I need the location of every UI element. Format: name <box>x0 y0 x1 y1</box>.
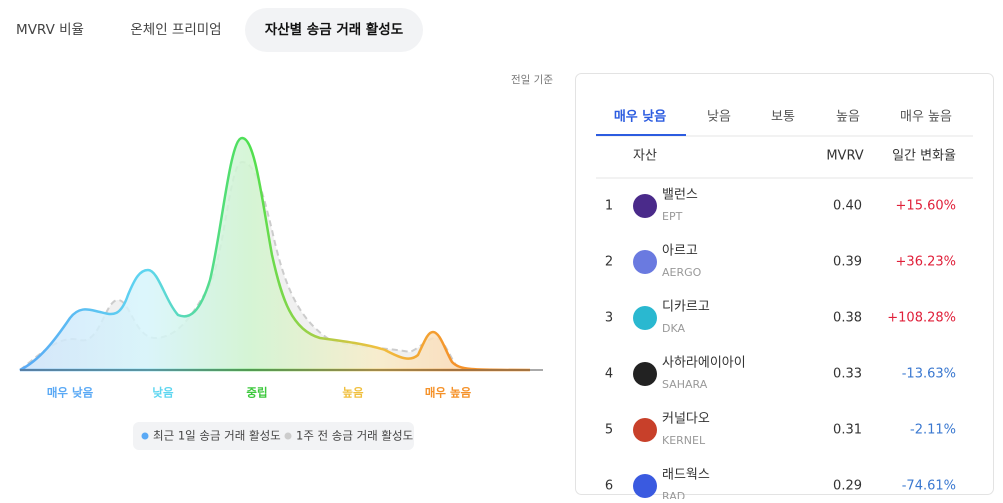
legend-entry: 최근 1일 송금 거래 활성도 <box>153 429 281 443</box>
zone-label: 매우 높음 <box>425 386 472 400</box>
zone-label: 낮음 <box>152 386 174 400</box>
recent-curve <box>19 136 531 372</box>
asset-ticker: SAHARA <box>662 378 708 391</box>
asset-name: 밸런스 <box>662 188 698 203</box>
asset-name: 아르고 <box>662 244 698 259</box>
zone-label: 매우 낮음 <box>47 386 94 400</box>
asset-icon <box>633 474 657 498</box>
rank: 2 <box>605 255 613 270</box>
change: +108.28% <box>887 311 956 326</box>
legend-bg <box>133 422 414 450</box>
active-tab-bg <box>245 8 423 52</box>
tab[interactable]: 온체인 프리미엄 <box>130 22 221 38</box>
column-header: 자산 <box>633 149 657 164</box>
asset-icon <box>633 250 657 274</box>
change: -2.11% <box>910 423 956 438</box>
zone-label: 높음 <box>342 386 364 400</box>
mvrv: 0.39 <box>833 255 862 270</box>
zone-label: 중립 <box>246 386 267 400</box>
panel-tab[interactable]: 매우 낮음 <box>614 109 666 125</box>
note: 전일 기준 <box>511 73 553 86</box>
asset-ticker: EPT <box>662 210 683 223</box>
rank: 3 <box>605 311 613 326</box>
asset-ticker: KERNEL <box>662 434 706 447</box>
legend-dot <box>141 432 149 440</box>
asset-ticker: RAD <box>662 490 685 499</box>
mvrv: 0.40 <box>833 199 862 214</box>
rank: 1 <box>605 199 613 214</box>
panel-tab[interactable]: 매우 높음 <box>900 110 952 125</box>
rank: 4 <box>605 367 613 382</box>
asset-icon <box>633 362 657 386</box>
rank: 6 <box>605 479 613 494</box>
mvrv: 0.33 <box>833 367 862 382</box>
panel-tab[interactable]: 낮음 <box>707 110 731 125</box>
change: -74.61% <box>902 479 956 494</box>
panel-tab[interactable]: 보통 <box>771 110 795 125</box>
legend-entry: 1주 전 송금 거래 활성도 <box>296 429 413 443</box>
asset-ticker: DKA <box>662 322 685 335</box>
asset-name: 디카르고 <box>662 300 710 315</box>
panel-tab[interactable]: 높음 <box>836 110 860 125</box>
legend-dot <box>284 432 292 440</box>
asset-name: 래드웍스 <box>662 468 710 483</box>
change: -13.63% <box>902 367 956 382</box>
tab[interactable]: MVRV 비율 <box>16 22 84 38</box>
asset-name: 커널다오 <box>662 412 710 427</box>
asset-name: 사하라에이아이 <box>662 356 746 371</box>
rank: 5 <box>605 423 613 438</box>
asset-ticker: AERGO <box>662 266 702 279</box>
mvrv: 0.29 <box>833 479 862 494</box>
column-header: 일간 변화율 <box>892 149 956 164</box>
mvrv: 0.31 <box>833 423 862 438</box>
tab[interactable]: 자산별 송금 거래 활성도 <box>265 21 404 38</box>
mvrv: 0.38 <box>833 311 862 326</box>
panel <box>575 73 994 495</box>
asset-icon <box>633 306 657 330</box>
change: +15.60% <box>896 199 956 214</box>
asset-icon <box>633 194 657 218</box>
change: +36.23% <box>896 255 956 270</box>
asset-icon <box>633 418 657 442</box>
column-header: MVRV <box>826 149 863 164</box>
